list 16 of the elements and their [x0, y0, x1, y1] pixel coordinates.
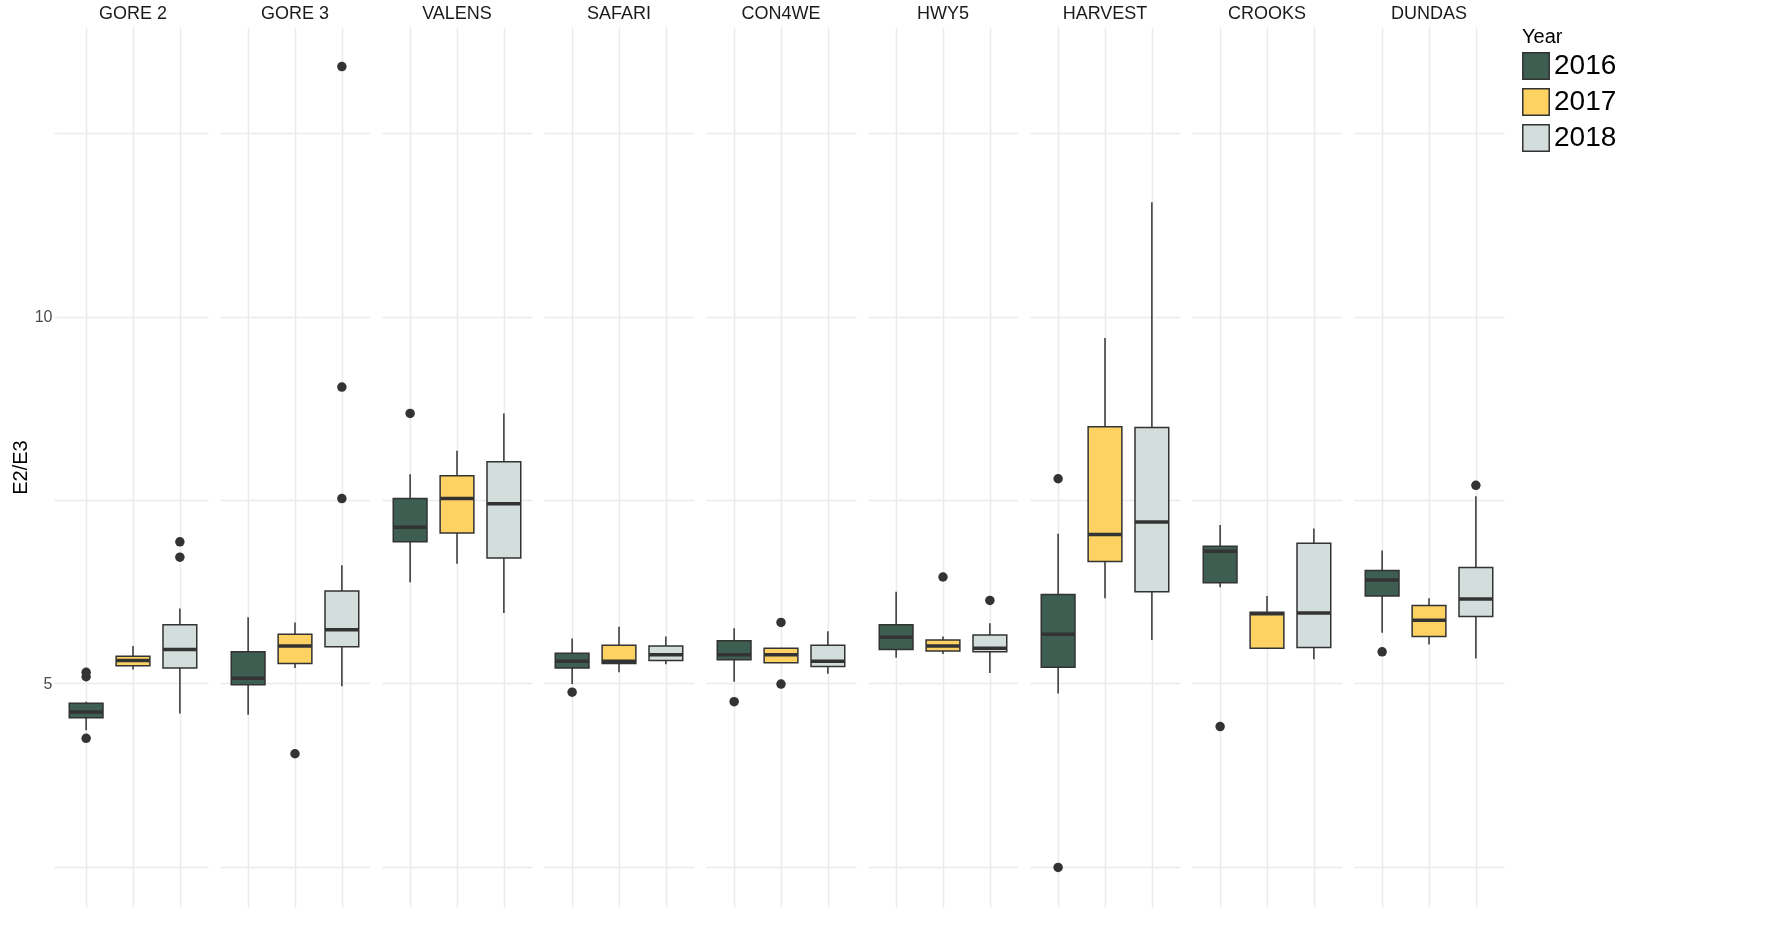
x-tick-label: GORE 3: [260, 3, 330, 23]
x-tick-label: GORE 2: [98, 3, 168, 23]
x-tick-label: HARVEST: [1062, 3, 1148, 23]
x-tick-label: CROOKS: [1227, 3, 1307, 23]
x-tick-label: HWY5: [916, 3, 970, 23]
legend-label: 2017: [1554, 85, 1617, 116]
legend-label: 2016: [1554, 49, 1617, 80]
x-tick-label: SAFARI: [586, 3, 652, 23]
legend-label: 2018: [1554, 121, 1617, 152]
x-tick-label: CON4WE: [741, 3, 821, 23]
x-tick-label: VALENS: [422, 3, 492, 23]
y-tick-label: 5: [43, 674, 53, 692]
legend-title: Year: [1522, 25, 1563, 47]
x-tick-label: DUNDAS: [1390, 3, 1468, 23]
y-tick-label: 10: [34, 308, 53, 326]
y-axis-title: E2/E3: [8, 440, 31, 495]
